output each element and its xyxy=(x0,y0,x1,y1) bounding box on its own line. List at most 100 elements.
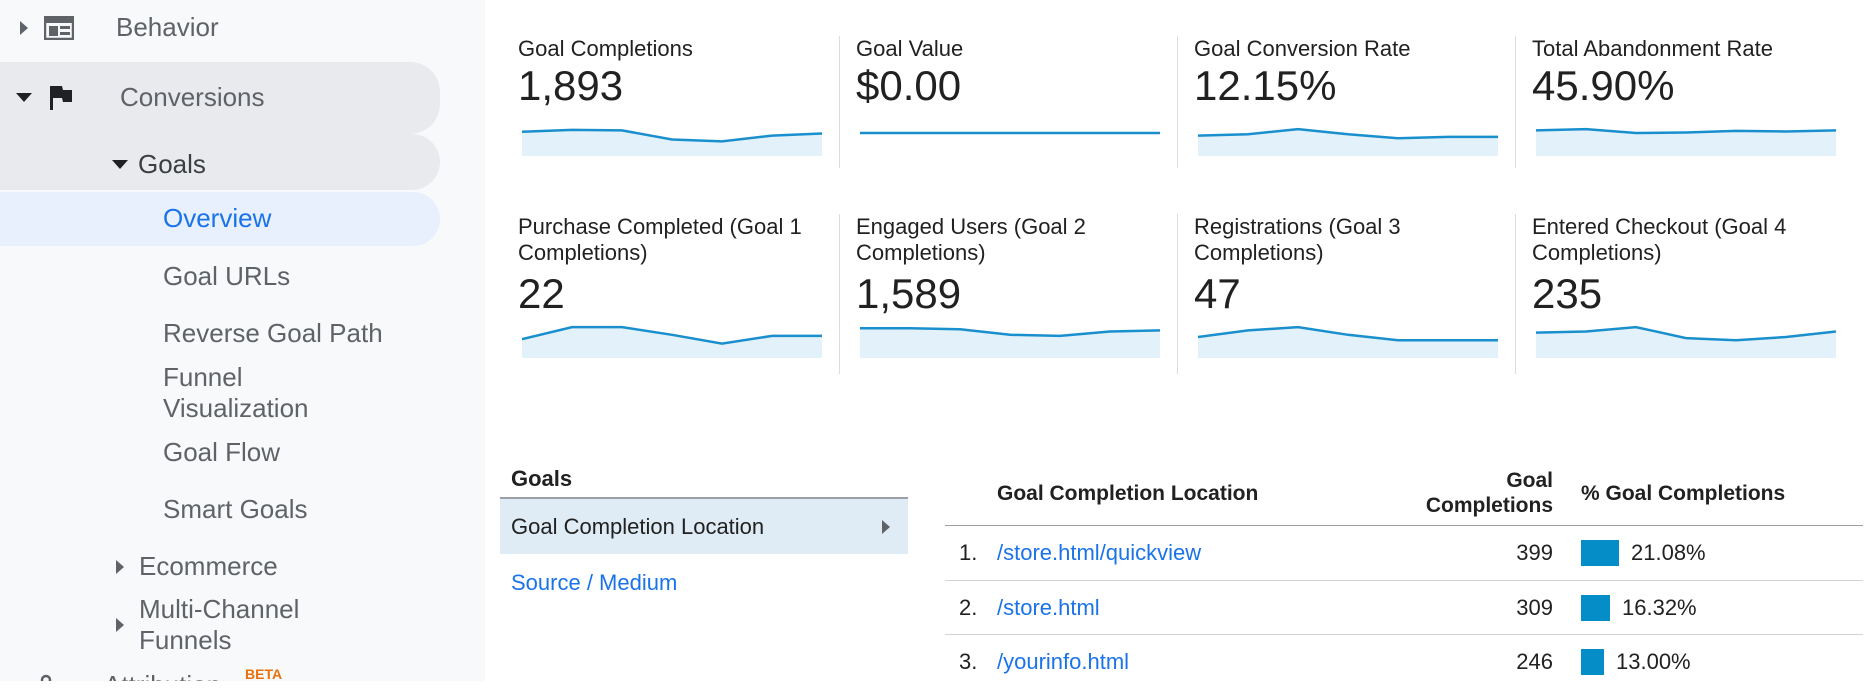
sparkline-line xyxy=(522,128,822,143)
sidebar: Behavior Conversions Goals Overview Goal… xyxy=(0,0,485,681)
row-pct: 16.32% xyxy=(1622,595,1697,620)
row-pct: 13.00% xyxy=(1616,649,1691,674)
row-completions: 309 xyxy=(1516,595,1553,620)
metric-divider xyxy=(1515,214,1516,374)
sidebar-item-label: Ecommerce xyxy=(139,551,278,581)
sparkline-area xyxy=(1198,327,1498,358)
caret-right-icon xyxy=(882,520,890,534)
table-row-border xyxy=(945,580,1863,581)
metric-goal1-completions[interactable]: Purchase Completed (Goal 1 Completions) … xyxy=(518,214,818,318)
sparkline-area xyxy=(1536,327,1836,358)
caret-right-icon xyxy=(116,559,124,574)
row-location-link[interactable]: /store.html xyxy=(997,595,1100,620)
row-location-link[interactable]: /store.html/quickview xyxy=(997,540,1202,565)
sidebar-item-label: Goals xyxy=(138,149,206,179)
metric-value: 12.15% xyxy=(1194,62,1337,109)
table-header-border xyxy=(945,525,1863,526)
sidebar-item-funnel-visualization[interactable]: Funnel Visualization xyxy=(163,362,309,424)
metric-value: 45.90% xyxy=(1532,62,1675,109)
metric-value: 235 xyxy=(1532,270,1603,317)
sparkline-total-abandonment-rate xyxy=(1536,127,1836,156)
sparkline-goal4 xyxy=(1536,325,1836,358)
column-header-line: Completions xyxy=(1425,494,1553,517)
sidebar-item-goal-flow[interactable]: Goal Flow xyxy=(163,437,280,468)
row-index: 1. xyxy=(959,540,978,565)
sidebar-item-behavior[interactable]: Behavior xyxy=(20,12,219,43)
metric-value: 22 xyxy=(518,270,565,317)
sparkline-goal-completions xyxy=(522,128,822,156)
metric-total-abandonment-rate[interactable]: Total Abandonment Rate 45.90% xyxy=(1532,36,1832,110)
metric-title: Total Abandonment Rate xyxy=(1532,36,1773,61)
sparkline-goal1 xyxy=(522,325,822,358)
sidebar-item-label: Attribution xyxy=(104,670,221,681)
metric-title: Goal Conversion Rate xyxy=(1194,36,1411,61)
metric-value: 47 xyxy=(1194,270,1241,317)
row-pct-bar xyxy=(1581,649,1604,675)
row-completions: 246 xyxy=(1516,649,1553,674)
row-location-link[interactable]: /yourinfo.html xyxy=(997,649,1130,674)
sidebar-item-smart-goals[interactable]: Smart Goals xyxy=(163,494,308,525)
table-row-border xyxy=(945,634,1863,635)
sidebar-item-overview[interactable]: Overview xyxy=(163,203,271,234)
metric-goal3-completions[interactable]: Registrations (Goal 3 Completions) 47 xyxy=(1194,214,1494,318)
row-index: 3. xyxy=(959,649,978,674)
metric-divider xyxy=(1515,36,1516,168)
goals-option-label: Goal Completion Location xyxy=(511,514,765,539)
metric-title: Goal Value xyxy=(856,36,964,61)
metric-goal-completions[interactable]: Goal Completions 1,893 xyxy=(518,36,818,110)
attribution-icon xyxy=(40,674,52,681)
sidebar-item-ecommerce[interactable]: Ecommerce xyxy=(116,551,278,582)
beta-badge: BETA xyxy=(245,666,283,681)
column-header-pct[interactable]: % Goal Completions xyxy=(1581,482,1786,505)
sidebar-item-label: Goal URLs xyxy=(163,261,291,291)
sidebar-item-conversions[interactable]: Conversions xyxy=(16,82,265,113)
metric-goal2-completions[interactable]: Engaged Users (Goal 2 Completions) 1,589 xyxy=(856,214,1156,318)
conversions-highlight xyxy=(0,62,440,134)
sidebar-item-multi-channel-funnels[interactable]: Multi-Channel Funnels xyxy=(116,594,299,656)
metric-title-line: Registrations (Goal 3 xyxy=(1194,214,1401,239)
sidebar-item-goal-urls[interactable]: Goal URLs xyxy=(163,261,290,292)
caret-down-icon xyxy=(16,93,32,102)
sidebar-item-label: Funnels xyxy=(139,625,232,655)
metric-title-line: Entered Checkout (Goal 4 xyxy=(1532,214,1787,239)
column-header-completions[interactable]: Goal Completions xyxy=(1400,468,1553,518)
column-header-location[interactable]: Goal Completion Location xyxy=(997,482,1259,505)
sidebar-item-label: Multi-Channel xyxy=(139,594,300,624)
row-index: 2. xyxy=(959,595,978,620)
sidebar-item-label: Overview xyxy=(163,203,272,233)
sparkline-goal2 xyxy=(860,326,1160,358)
sidebar-item-label: Funnel xyxy=(163,362,243,392)
metric-divider xyxy=(1177,214,1178,374)
goal-completion-location-option[interactable]: Goal Completion Location xyxy=(500,499,908,554)
sparkline-line xyxy=(860,326,1160,338)
sparkline-area xyxy=(860,328,1160,358)
sparkline-area xyxy=(522,129,822,156)
metric-goal-value[interactable]: Goal Value $0.00 xyxy=(856,36,1156,110)
sidebar-item-attribution[interactable]: Attribution xyxy=(40,670,221,681)
metric-title-line: Purchase Completed (Goal 1 xyxy=(518,214,802,239)
metric-value: 1,589 xyxy=(856,270,962,317)
sidebar-item-label: Visualization xyxy=(163,393,309,423)
metric-value: 1,893 xyxy=(518,62,624,109)
metric-value: $0.00 xyxy=(856,62,962,109)
sidebar-item-reverse-goal-path[interactable]: Reverse Goal Path xyxy=(163,318,383,349)
table-row: 1. /store.html/quickview 399 21.08% xyxy=(945,526,1863,580)
sidebar-item-label: Goal Flow xyxy=(163,437,281,467)
caret-right-icon xyxy=(20,20,28,35)
sparkline-area xyxy=(1198,129,1498,156)
source-medium-link[interactable]: Source / Medium xyxy=(511,570,678,595)
row-pct-bar xyxy=(1581,540,1619,566)
sparkline-line xyxy=(1536,127,1836,135)
row-pct-bar xyxy=(1581,595,1610,621)
goals-highlight xyxy=(0,134,440,190)
sparkline-line xyxy=(1198,325,1498,342)
metric-goal-conversion-rate[interactable]: Goal Conversion Rate 12.15% xyxy=(1194,36,1494,110)
column-header-line: Goal xyxy=(1506,469,1553,492)
metric-divider xyxy=(1177,36,1178,168)
sidebar-item-goals[interactable]: Goals xyxy=(112,149,206,180)
metric-title: Goal Completions xyxy=(518,36,693,61)
metric-goal4-completions[interactable]: Entered Checkout (Goal 4 Completions) 23… xyxy=(1532,214,1832,318)
caret-down-icon xyxy=(112,160,128,169)
row-pct: 21.08% xyxy=(1631,540,1706,565)
sparkline-goal3 xyxy=(1198,325,1498,358)
